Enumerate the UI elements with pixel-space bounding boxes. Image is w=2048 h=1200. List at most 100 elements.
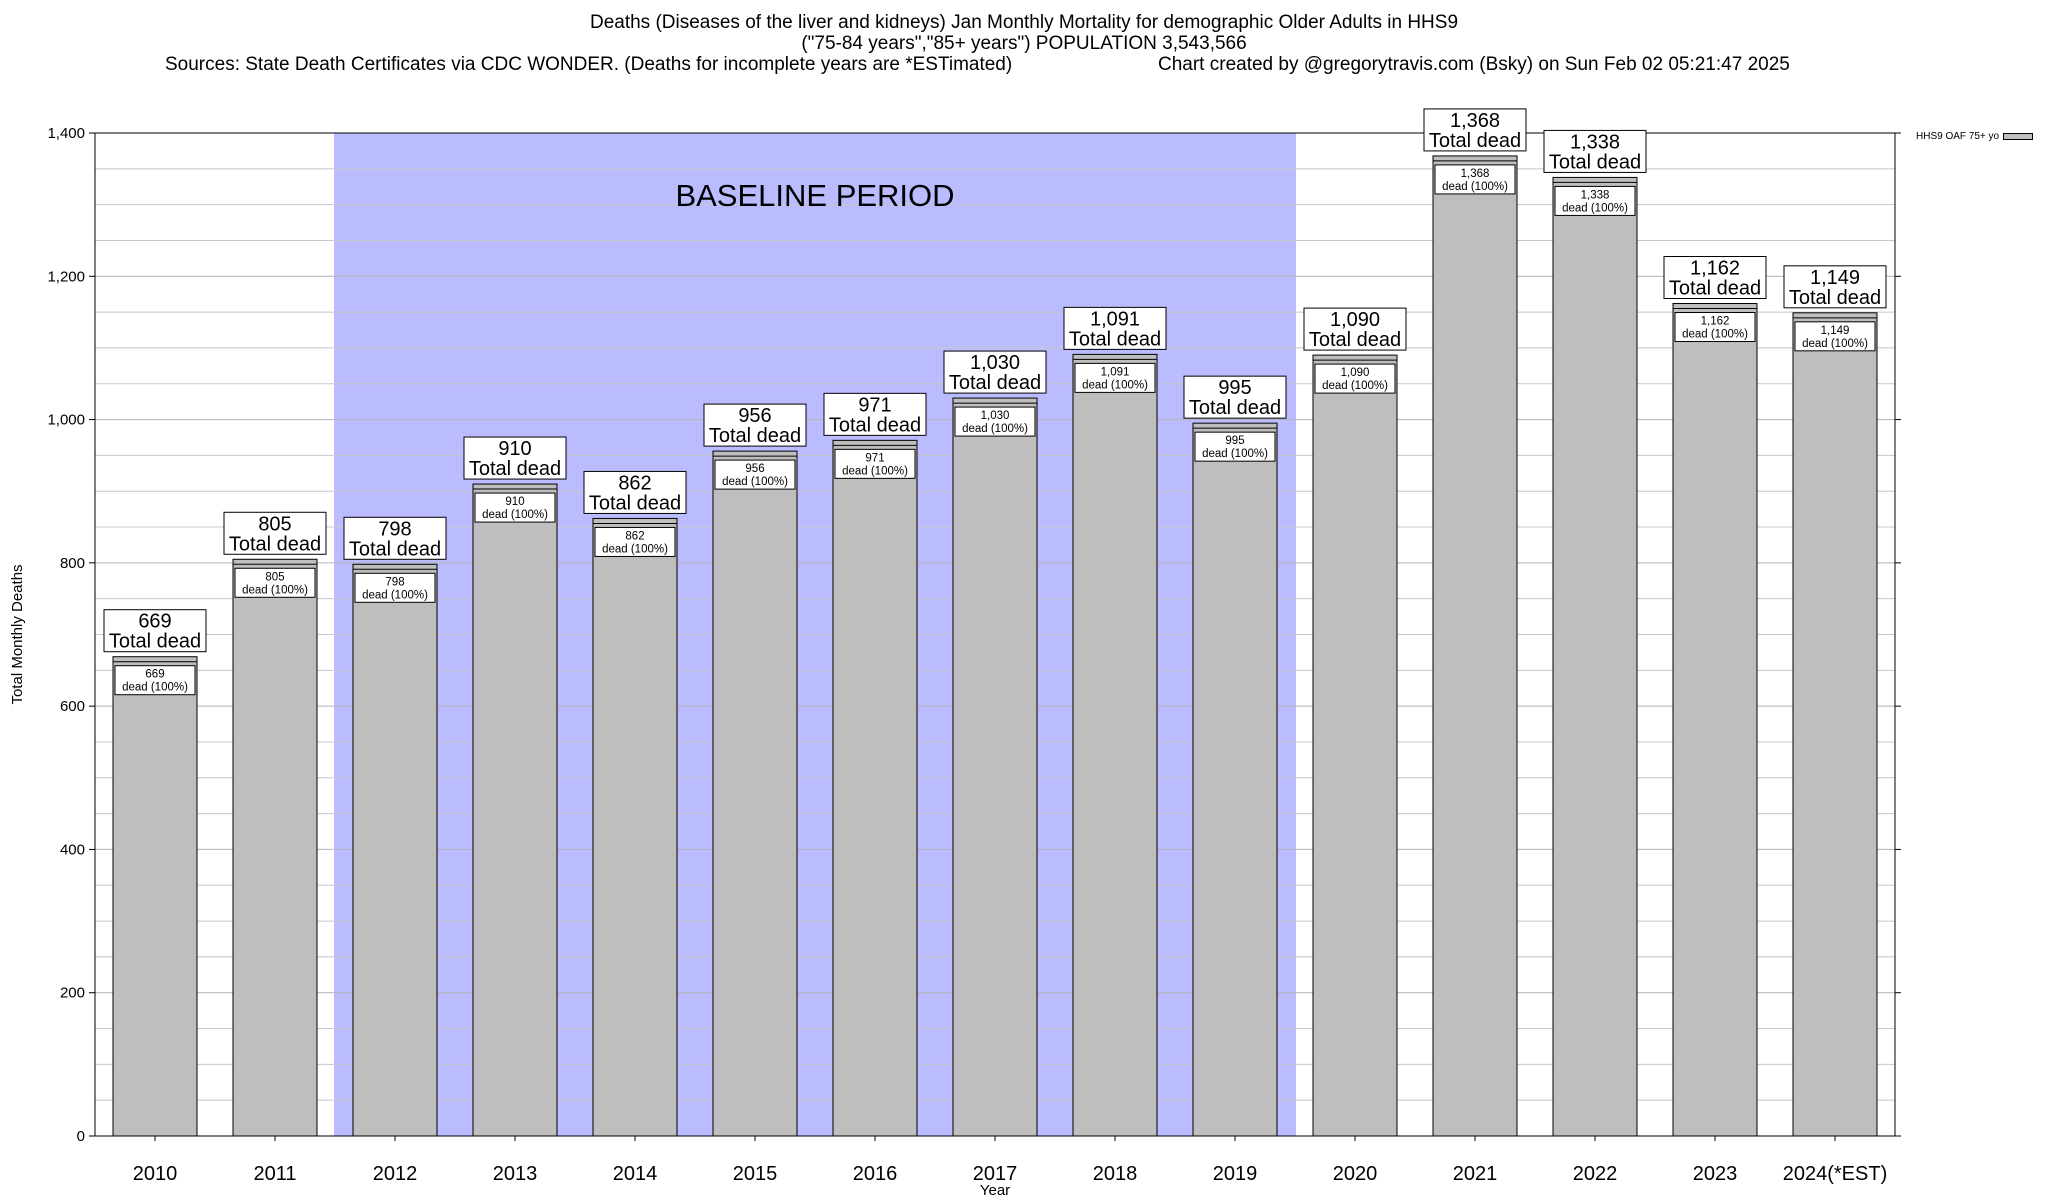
total-value-label: 1,149 <box>1810 267 1860 289</box>
x-tick-label: 2015 <box>733 1163 778 1185</box>
inner-percent-label: dead (100%) <box>722 476 788 488</box>
chart-credit: Chart created by @gregorytravis.com (Bsk… <box>1158 54 1790 75</box>
total-label-box <box>463 436 567 480</box>
x-tick-label: 2010 <box>133 1163 178 1185</box>
total-dead-label: Total dead <box>709 425 801 447</box>
total-value-label: 995 <box>1218 377 1251 399</box>
total-label-box <box>103 609 207 653</box>
total-dead-label: Total dead <box>949 372 1041 394</box>
total-value-label: 805 <box>258 513 291 535</box>
total-value-label: 1,338 <box>1570 131 1620 153</box>
total-value-label: 956 <box>738 405 771 427</box>
inner-value-label: 805 <box>265 571 284 583</box>
total-value-label: 669 <box>138 611 171 633</box>
total-label-box <box>1303 307 1407 351</box>
x-tick-label: 2018 <box>1093 1163 1138 1185</box>
bar <box>712 450 798 1137</box>
total-label-box <box>1183 375 1287 419</box>
bar <box>1672 303 1758 1137</box>
total-label-box <box>1663 256 1767 300</box>
x-tick-label: 2021 <box>1453 1163 1498 1185</box>
y-tick-label: 200 <box>60 985 85 1002</box>
total-dead-label: Total dead <box>1549 151 1641 173</box>
inner-value-label: 1,030 <box>981 410 1010 422</box>
legend-label: HHS9 OAF 75+ yo <box>1916 131 2000 142</box>
total-dead-label: Total dead <box>229 533 321 555</box>
bar <box>1072 353 1158 1137</box>
inner-label-box <box>714 459 796 490</box>
x-tick-label: 2023 <box>1693 1163 1738 1185</box>
total-label-box <box>1063 306 1167 350</box>
x-tick-label: 2016 <box>853 1163 898 1185</box>
inner-value-label: 1,162 <box>1701 316 1730 328</box>
total-value-label: 971 <box>858 394 891 416</box>
y-tick-label: 1,400 <box>47 125 85 142</box>
bar <box>592 517 678 1137</box>
total-label-box <box>1783 265 1887 309</box>
inner-percent-label: dead (100%) <box>1082 379 1148 391</box>
inner-value-label: 1,090 <box>1341 367 1370 379</box>
bar <box>1552 176 1638 1137</box>
inner-value-label: 862 <box>625 530 644 542</box>
x-tick-label: 2019 <box>1213 1163 1258 1185</box>
total-dead-label: Total dead <box>1669 278 1761 300</box>
inner-value-label: 910 <box>505 496 524 508</box>
inner-label-box <box>474 492 556 523</box>
x-tick-label: 2011 <box>253 1163 296 1185</box>
inner-percent-label: dead (100%) <box>1202 448 1268 460</box>
total-dead-label: Total dead <box>1069 328 1161 350</box>
total-value-label: 1,030 <box>970 352 1020 374</box>
inner-label-box <box>354 572 436 603</box>
bar <box>1792 312 1878 1137</box>
bar <box>952 397 1038 1137</box>
total-value-label: 798 <box>378 518 411 540</box>
inner-percent-label: dead (100%) <box>122 682 188 694</box>
x-tick-label: 2012 <box>373 1163 418 1185</box>
x-tick-label: 2013 <box>493 1163 538 1185</box>
total-label-box <box>703 403 807 447</box>
y-tick-label: 1,000 <box>47 412 85 429</box>
legend-swatch <box>2003 132 2034 140</box>
total-label-box <box>583 470 687 514</box>
total-label-box <box>1543 129 1647 173</box>
x-axis-label: Year <box>980 1182 1010 1199</box>
inner-percent-label: dead (100%) <box>602 543 668 555</box>
total-label-box <box>943 350 1047 394</box>
chart-title: Deaths (Diseases of the liver and kidney… <box>589 12 1459 33</box>
total-label-box <box>1423 108 1527 152</box>
baseline-label: BASELINE PERIOD <box>675 178 954 213</box>
inner-percent-label: dead (100%) <box>842 465 908 477</box>
total-dead-label: Total dead <box>469 458 561 480</box>
total-dead-label: Total dead <box>1189 397 1281 419</box>
y-tick-label: 600 <box>60 698 85 715</box>
total-dead-label: Total dead <box>1789 287 1881 309</box>
y-tick-label: 0 <box>77 1128 85 1145</box>
inner-value-label: 971 <box>865 452 884 464</box>
total-value-label: 1,162 <box>1690 258 1740 280</box>
total-dead-label: Total dead <box>829 414 921 436</box>
inner-label-box <box>954 406 1036 437</box>
total-label-box <box>343 516 447 560</box>
total-label-box <box>223 511 327 555</box>
inner-percent-label: dead (100%) <box>1682 329 1748 341</box>
inner-label-box <box>594 526 676 557</box>
inner-percent-label: dead (100%) <box>1802 338 1868 350</box>
inner-label-box <box>834 448 916 479</box>
x-tick-label: 2017 <box>973 1163 1018 1185</box>
y-tick-label: 1,200 <box>47 268 85 285</box>
bar <box>1432 155 1518 1137</box>
total-dead-label: Total dead <box>1429 130 1521 152</box>
y-axis-label: Total Monthly Deaths <box>9 564 26 704</box>
inner-percent-label: dead (100%) <box>362 589 428 601</box>
bar <box>1312 354 1398 1137</box>
inner-label-box <box>1194 431 1276 462</box>
x-tick-label: 2020 <box>1333 1163 1378 1185</box>
chart-titles: Deaths (Diseases of the liver and kidney… <box>0 12 2048 54</box>
total-dead-label: Total dead <box>109 631 201 653</box>
x-tick-label: 2022 <box>1573 1163 1618 1185</box>
total-value-label: 1,368 <box>1450 110 1500 132</box>
inner-value-label: 995 <box>1225 435 1244 447</box>
chart-legend: HHS9 OAF 75+ yo <box>1916 131 2034 142</box>
inner-percent-label: dead (100%) <box>1442 181 1508 193</box>
